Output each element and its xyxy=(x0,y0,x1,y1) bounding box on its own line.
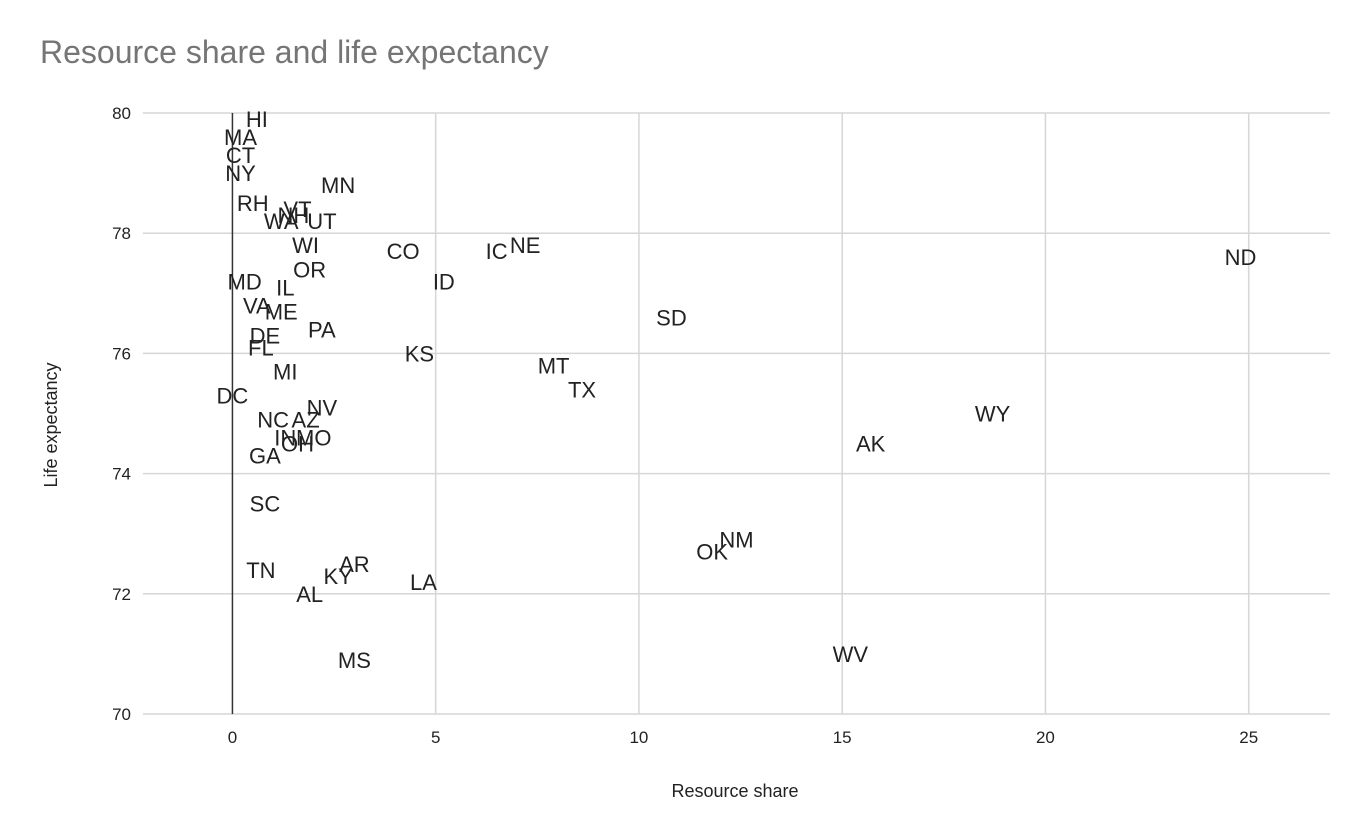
point-label-nv: NV xyxy=(307,395,338,420)
point-label-hi: HI xyxy=(246,107,268,132)
x-axis-ticks: 0 5 10 15 20 25 xyxy=(228,728,1258,747)
grid xyxy=(143,112,1330,715)
point-label-pa: PA xyxy=(308,317,336,342)
y-tick-label: 78 xyxy=(112,224,131,243)
y-tick-label: 72 xyxy=(112,585,131,604)
point-label-ga: GA xyxy=(249,444,281,469)
point-label-wi: WI xyxy=(292,233,319,258)
point-label-sc: SC xyxy=(250,492,281,517)
x-axis-title: Resource share xyxy=(671,781,798,801)
point-label-co: CO xyxy=(387,239,420,264)
point-label-ut: UT xyxy=(307,209,336,234)
point-label-ic: IC xyxy=(486,239,508,264)
point-label-nc: NC xyxy=(257,408,289,433)
point-label-sd: SD xyxy=(656,305,687,330)
point-label-wy: WY xyxy=(975,402,1011,427)
y-axis-ticks: 70 72 74 76 78 80 xyxy=(112,104,131,724)
point-label-al: AL xyxy=(296,582,323,607)
chart-title: Resource share and life expectancy xyxy=(40,34,549,70)
point-label-ny: NY xyxy=(225,161,256,186)
point-label-ky: KY xyxy=(323,564,353,589)
point-label-or: OR xyxy=(293,257,326,282)
x-tick-label: 0 xyxy=(228,728,237,747)
point-label-nm: NM xyxy=(719,528,753,553)
point-label-ok: OK xyxy=(696,540,728,565)
point-label-oh: OH xyxy=(281,432,314,457)
y-axis-title: Life expectancy xyxy=(41,362,61,487)
point-label-md: MD xyxy=(228,269,262,294)
point-label-fl: FL xyxy=(248,335,274,360)
point-label-nd: ND xyxy=(1225,245,1257,270)
x-tick-label: 20 xyxy=(1036,728,1055,747)
point-label-il: IL xyxy=(276,275,294,300)
y-tick-label: 74 xyxy=(112,465,131,484)
point-label-mo: MO xyxy=(296,426,331,451)
y-tick-label: 80 xyxy=(112,104,131,123)
x-tick-label: 15 xyxy=(833,728,852,747)
point-label-mn: MN xyxy=(321,173,355,198)
point-label-tx: TX xyxy=(568,377,596,402)
point-label-ak: AK xyxy=(856,432,886,457)
point-label-az: AZ xyxy=(292,408,320,433)
point-label-mt: MT xyxy=(538,353,570,378)
point-label-dc: DC xyxy=(217,383,249,408)
point-label-la: LA xyxy=(410,570,437,595)
point-label-ms: MS xyxy=(338,648,371,673)
x-tick-label: 25 xyxy=(1239,728,1258,747)
point-label-ne: NE xyxy=(510,233,541,258)
x-tick-label: 5 xyxy=(431,728,440,747)
point-label-tn: TN xyxy=(246,558,275,583)
point-label-nh: NH xyxy=(278,203,310,228)
point-label-rh: RH xyxy=(237,191,269,216)
point-label-mi: MI xyxy=(273,359,297,384)
point-label-ma: MA xyxy=(224,125,257,150)
point-label-vt: VT xyxy=(283,197,311,222)
point-label-me: ME xyxy=(265,299,298,324)
point-label-wv: WV xyxy=(833,642,869,667)
point-label-ks: KS xyxy=(405,341,434,366)
y-tick-label: 70 xyxy=(112,705,131,724)
point-label-in: IN xyxy=(274,426,296,451)
point-label-va: VA xyxy=(243,293,271,318)
y-tick-label: 76 xyxy=(112,344,131,363)
point-label-wa: WA xyxy=(264,209,299,234)
x-tick-label: 10 xyxy=(629,728,648,747)
point-label-de: DE xyxy=(250,323,281,348)
point-label-id: ID xyxy=(433,269,455,294)
point-label-ar: AR xyxy=(339,552,370,577)
point-label-ct: CT xyxy=(226,143,255,168)
